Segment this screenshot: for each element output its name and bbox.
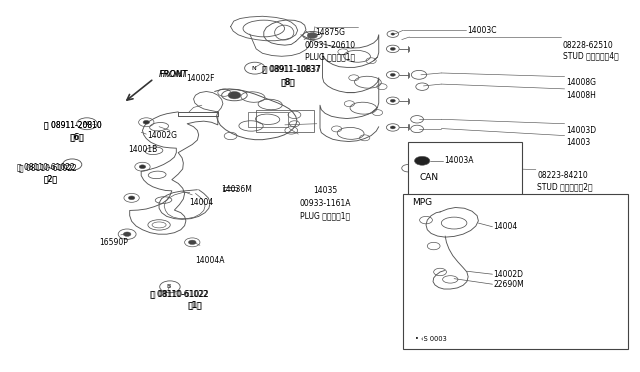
Text: 14008H: 14008H: [566, 91, 596, 100]
Text: Ⓝ 08911-20810: Ⓝ 08911-20810: [44, 121, 102, 129]
Circle shape: [390, 126, 396, 129]
Text: 00931-20610: 00931-20610: [305, 41, 356, 50]
Circle shape: [143, 121, 150, 124]
Text: 00933-1161A: 00933-1161A: [300, 199, 351, 208]
Text: B: B: [166, 284, 171, 289]
Text: 14875G: 14875G: [316, 28, 346, 37]
Text: 14004: 14004: [189, 198, 213, 207]
Circle shape: [390, 73, 396, 76]
Text: FRONT: FRONT: [159, 70, 188, 79]
Text: （2）: （2）: [44, 174, 58, 183]
Text: CAN: CAN: [419, 173, 438, 182]
Text: FRONT: FRONT: [159, 70, 188, 79]
Circle shape: [391, 33, 395, 35]
Text: 14002G: 14002G: [148, 131, 177, 141]
Text: 14036M: 14036M: [221, 185, 252, 194]
Bar: [403, 194, 628, 349]
Bar: [248, 112, 288, 127]
Text: 14002D: 14002D: [493, 270, 524, 279]
Text: Ⓑ 08110-61022: Ⓑ 08110-61022: [17, 162, 75, 171]
Text: 14002F: 14002F: [186, 74, 214, 83]
Text: • ‹S 0003: • ‹S 0003: [415, 336, 446, 342]
Text: 14004: 14004: [493, 222, 518, 231]
Text: 14035: 14035: [314, 186, 338, 195]
Text: （8）: （8）: [280, 77, 294, 86]
Text: （1）: （1）: [189, 301, 203, 310]
Text: Ⓝ 08911-10837: Ⓝ 08911-10837: [262, 65, 320, 74]
Circle shape: [390, 99, 396, 102]
Text: （6）: （6）: [71, 132, 85, 142]
Text: 08223-84210: 08223-84210: [537, 171, 588, 180]
Circle shape: [129, 196, 135, 200]
Text: Ⓝ 08911-10837: Ⓝ 08911-10837: [262, 65, 321, 74]
Text: Ⓑ 08110-61022: Ⓑ 08110-61022: [19, 163, 76, 172]
Text: 14004A: 14004A: [195, 256, 225, 265]
Text: 14003D: 14003D: [566, 126, 596, 135]
Text: 14003A: 14003A: [444, 156, 474, 165]
Circle shape: [124, 232, 131, 236]
Text: 22690M: 22690M: [493, 280, 524, 289]
Bar: [408, 142, 522, 197]
Text: MPG: MPG: [412, 198, 432, 207]
Text: N: N: [252, 65, 256, 71]
Text: PLUG プラグ（1）: PLUG プラグ（1）: [305, 52, 355, 61]
Text: Ⓑ 08110-61022: Ⓑ 08110-61022: [150, 289, 208, 298]
Text: PLUG プラグ（1）: PLUG プラグ（1）: [300, 211, 349, 220]
Text: 14003: 14003: [566, 138, 590, 147]
Bar: [256, 110, 314, 132]
Text: （6）: （6）: [70, 132, 84, 142]
Text: N: N: [83, 121, 88, 126]
Text: 14003C: 14003C: [467, 26, 497, 35]
Text: STUD スタッド（2）: STUD スタッド（2）: [537, 182, 593, 191]
Circle shape: [390, 47, 396, 50]
Text: （2）: （2）: [44, 175, 58, 184]
Circle shape: [307, 33, 317, 38]
Circle shape: [228, 92, 241, 99]
Text: 08228-62510: 08228-62510: [563, 41, 613, 50]
Text: 16590P: 16590P: [100, 238, 129, 247]
Text: Ⓝ 08911-20810: Ⓝ 08911-20810: [44, 121, 102, 129]
Text: （8）: （8）: [282, 77, 296, 86]
Circle shape: [415, 156, 430, 165]
Circle shape: [188, 240, 196, 244]
Text: （1）: （1）: [187, 301, 201, 310]
Text: STUD スタッド（4）: STUD スタッド（4）: [563, 52, 618, 61]
Text: 14001B: 14001B: [129, 145, 157, 154]
Text: 14008G: 14008G: [566, 78, 596, 87]
Text: Ⓑ 08110-61022: Ⓑ 08110-61022: [151, 289, 209, 298]
Circle shape: [140, 165, 146, 169]
